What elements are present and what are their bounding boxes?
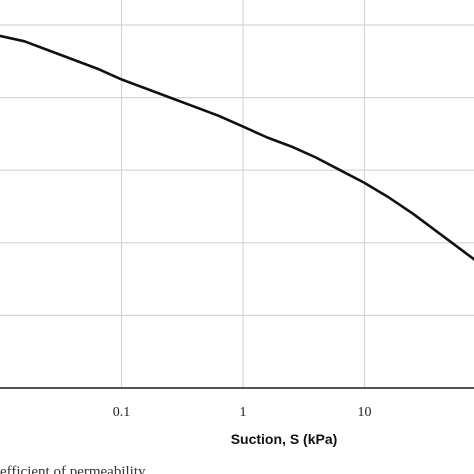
- series-layer: [0, 34, 474, 261]
- x-tick-label-1: 1: [240, 405, 247, 420]
- caption-text: efficient of permeability: [0, 464, 146, 474]
- x-tick-labels: 0.11101: [113, 405, 372, 420]
- grid: [0, 0, 474, 388]
- series-line-0: [0, 34, 474, 261]
- x-tick-label-2: 10: [358, 405, 372, 420]
- x-axis-title: Suction, S (kPa): [231, 431, 338, 447]
- x-tick-label-0: 0.1: [113, 405, 131, 420]
